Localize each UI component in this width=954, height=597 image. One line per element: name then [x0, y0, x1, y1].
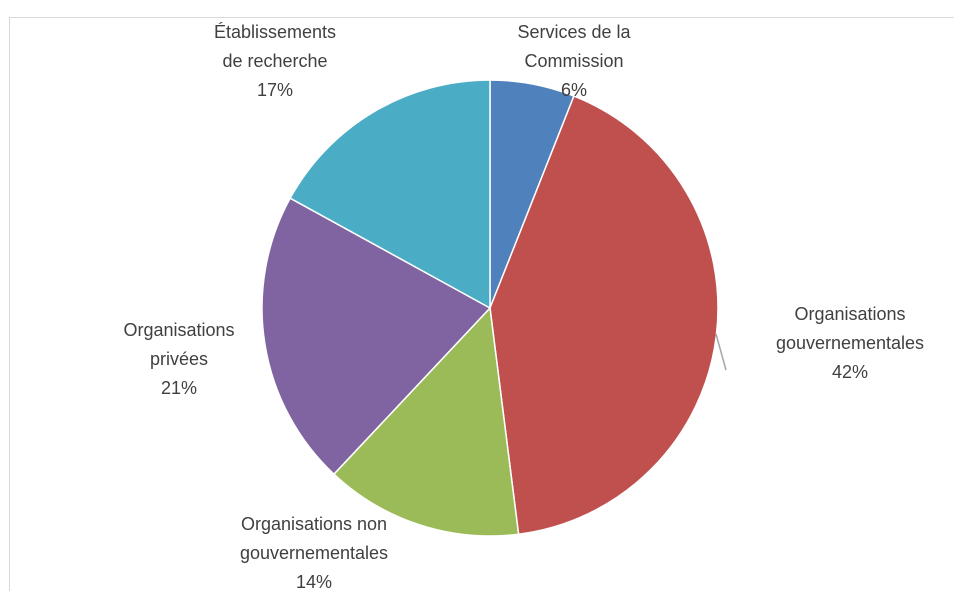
label-etablissements-recherche-value: 17%: [256, 80, 294, 100]
label-organisations-gouvernementales-line2: gouvernementales: [775, 333, 925, 353]
label-services-commission-line1: Services de la: [517, 22, 631, 42]
label-organisations-non-gouvernementales-value: 14%: [295, 572, 333, 592]
label-etablissements-recherche-line2: de recherche: [222, 51, 328, 71]
label-organisations-gouvernementales-line1: Organisations: [794, 304, 906, 324]
label-organisations-privees-line2: privées: [149, 349, 209, 369]
label-services-commission-value: 6%: [560, 80, 587, 100]
label-organisations-non-gouvernementales-line1: Organisations non: [240, 514, 388, 534]
label-organisations-gouvernementales: Organisations gouvernementales 42%: [745, 300, 954, 387]
frame-left-border: [9, 17, 10, 591]
label-organisations-privees-line1: Organisations: [123, 320, 235, 340]
slice-etablissements-recherche: [289, 79, 491, 310]
label-organisations-non-gouvernementales: Organisations non gouvernementales 14%: [205, 510, 423, 597]
label-organisations-privees: Organisations privées 21%: [95, 316, 263, 403]
leader-line-organisations-gouvernementales: [715, 333, 727, 371]
label-etablissements-recherche: Établissements de recherche 17%: [190, 18, 360, 105]
label-organisations-non-gouvernementales-line2: gouvernementales: [239, 543, 389, 563]
label-organisations-privees-value: 21%: [160, 378, 198, 398]
label-services-commission: Services de la Commission 6%: [500, 18, 648, 105]
label-organisations-gouvernementales-value: 42%: [831, 362, 869, 382]
slice-organisations-privees: [261, 197, 492, 476]
frame-top-border: [9, 17, 954, 18]
label-services-commission-line2: Commission: [524, 51, 624, 71]
label-etablissements-recherche-line1: Établissements: [213, 22, 337, 42]
slice-organisations-non-gouvernementales: [332, 306, 520, 537]
